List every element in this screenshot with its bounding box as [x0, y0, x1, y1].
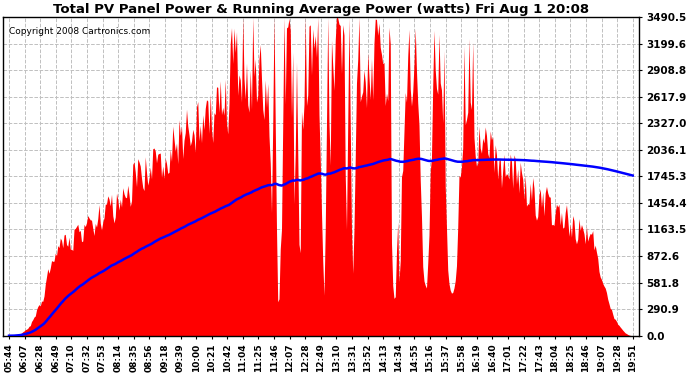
Title: Total PV Panel Power & Running Average Power (watts) Fri Aug 1 20:08: Total PV Panel Power & Running Average P… — [53, 3, 589, 16]
Text: Copyright 2008 Cartronics.com: Copyright 2008 Cartronics.com — [9, 27, 150, 36]
